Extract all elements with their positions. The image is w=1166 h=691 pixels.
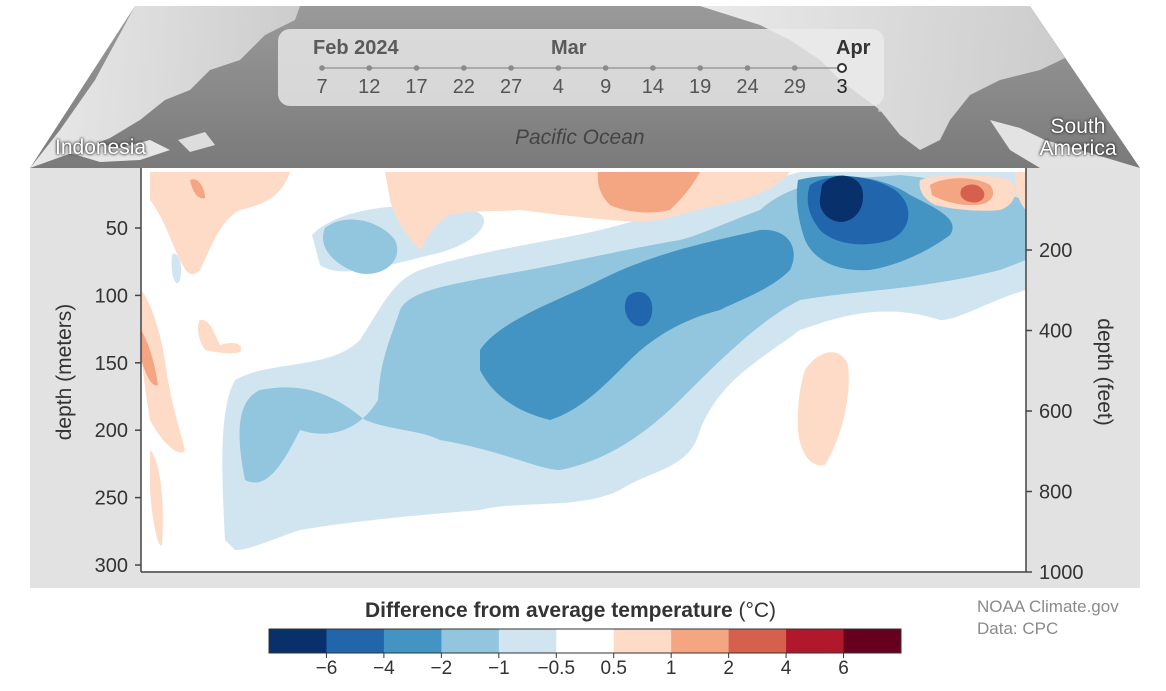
timeline-date-label[interactable]: 14 <box>641 76 665 98</box>
y-tick-label: 100 <box>95 285 128 307</box>
colorbar-tick-label: 4 <box>780 658 792 679</box>
contour-pos0_5-stripe <box>150 450 163 546</box>
colorbar-tick-label: −6 <box>315 658 338 679</box>
contour-pos0_5-right <box>1014 172 1026 210</box>
contour-neg6-core <box>819 175 864 222</box>
contour-neg4-core <box>624 291 653 327</box>
y-tick-label: 200 <box>95 420 128 442</box>
colorbar-tick-label: −2 <box>430 658 453 679</box>
timeline-dot[interactable] <box>461 65 467 71</box>
y-tick-label: 150 <box>95 353 128 375</box>
legend-title-unit: (°C) <box>738 599 777 622</box>
month-label-feb: Feb 2024 <box>313 37 399 59</box>
region-label-south-america-1: South America <box>1038 116 1118 161</box>
asia-landmass <box>30 6 300 168</box>
timeline-date-label[interactable]: 3 <box>836 76 848 98</box>
credit-line-1: NOAA Climate.gov <box>977 597 1119 616</box>
timeline-date-label[interactable]: 24 <box>736 76 759 98</box>
island-shape <box>178 132 215 152</box>
timeline-dot[interactable] <box>555 65 562 71</box>
region-label-indonesia: Indonesia <box>55 136 147 159</box>
timeline-date-label[interactable]: 12 <box>358 76 381 98</box>
timeline-dot[interactable] <box>791 65 798 71</box>
indonesia-islands <box>60 140 170 162</box>
region-label-south-america: South America <box>1039 115 1117 160</box>
timeline-date-label[interactable]: 17 <box>405 76 428 98</box>
y-axis-label: depth (meters) <box>53 304 76 441</box>
credit-line-2: Data: CPC <box>977 619 1059 638</box>
y2-tick-label: 200 <box>1039 240 1072 262</box>
colorbar-tick-label: 0.5 <box>600 658 627 679</box>
timeline-date-label[interactable]: 4 <box>552 76 564 98</box>
axis-right-ticks: 200 400 600 800 1000 <box>1026 240 1084 584</box>
colorbar-tick-label: −4 <box>373 658 395 679</box>
y2-tick-label: 600 <box>1039 401 1072 423</box>
timeline-dot[interactable] <box>366 65 373 71</box>
contour-pos0_5-top <box>385 172 790 250</box>
contour-layer <box>141 172 1026 550</box>
contour-neg1-west <box>323 219 398 274</box>
contour-pos0_5-blob <box>797 352 849 466</box>
y-tick-label: 300 <box>95 555 128 577</box>
y-tick-label: 250 <box>95 488 128 510</box>
axis-left-ticks: 50 100 150 200 250 300 <box>95 218 141 577</box>
timeline-dot[interactable] <box>744 65 751 71</box>
y2-axis-label: depth (feet) <box>1093 318 1116 425</box>
timeline-date-label[interactable]: 7 <box>316 76 328 98</box>
y2-tick-label: 800 <box>1039 482 1072 504</box>
timeline-date-label[interactable]: 27 <box>499 76 523 98</box>
timeline-dot[interactable] <box>837 63 847 73</box>
contour-pos1-edge <box>141 330 158 386</box>
timeline-dots[interactable] <box>319 63 847 73</box>
timeline-date-label[interactable]: 29 <box>783 76 806 98</box>
colorbar-tick-label: 2 <box>723 658 734 679</box>
legend-title: Difference from average temperature (°C) <box>365 599 776 623</box>
timeline-dot[interactable] <box>602 65 609 71</box>
south-america-landmass <box>990 120 1140 168</box>
contour-pos0_5-west <box>150 172 290 275</box>
timeline-dot[interactable] <box>319 65 325 71</box>
timeline-dot[interactable] <box>413 65 420 71</box>
y2-tick-label: 1000 <box>1039 562 1084 584</box>
timeline-date-label[interactable]: 22 <box>452 76 475 98</box>
contour-pos0_5-small <box>197 319 242 354</box>
contour-pos0_5-edge <box>141 290 185 453</box>
contour-pos1-top <box>597 172 700 213</box>
y2-tick-label: 400 <box>1039 321 1072 343</box>
month-label-apr: Apr <box>836 37 871 59</box>
colorbar-tick-label: −1 <box>487 658 510 679</box>
ocean-label: Pacific Ocean <box>515 126 645 149</box>
contour-pos1-west <box>190 179 205 199</box>
timeline-dot[interactable] <box>697 65 703 71</box>
timeline-date-label[interactable]: 19 <box>689 76 712 98</box>
timeline-dot[interactable] <box>508 65 514 71</box>
timeline-date-label[interactable]: 9 <box>600 76 612 98</box>
contour-neg0_5-sliver <box>171 253 182 284</box>
month-label-mar: Mar <box>551 37 587 59</box>
contour-pos2-east <box>960 184 985 203</box>
colorbar-tick-label: 1 <box>665 658 677 679</box>
timeline-track <box>319 63 847 73</box>
legend-title-text: Difference from average temperature <box>365 599 733 622</box>
timeline-dot[interactable] <box>650 65 656 71</box>
colorbar-tick-label: −0.5 <box>537 658 576 679</box>
colorbar-tick-label: 6 <box>838 658 849 679</box>
y-tick-label: 50 <box>106 218 128 240</box>
